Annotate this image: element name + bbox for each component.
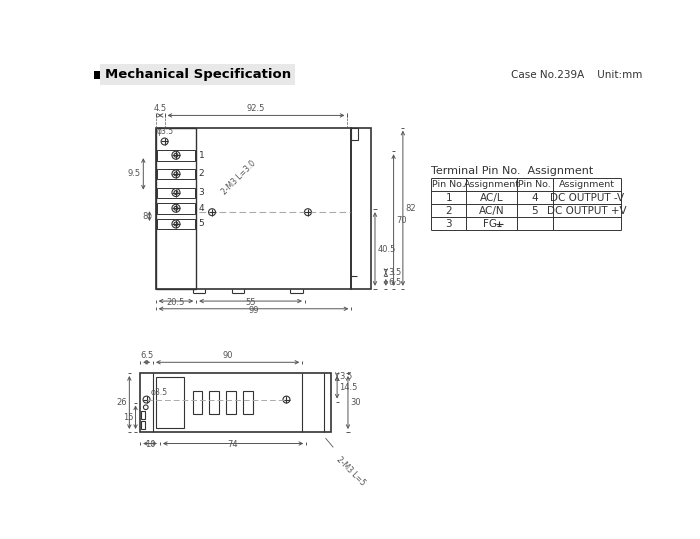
Bar: [155, 128, 196, 289]
Text: 4.5: 4.5: [153, 104, 167, 113]
Text: 9.5: 9.5: [128, 169, 141, 178]
Text: 30: 30: [350, 398, 361, 407]
Text: 3.5: 3.5: [340, 372, 353, 381]
Bar: [157, 169, 195, 179]
Bar: [226, 391, 236, 414]
Text: 2-M3 L=3.0: 2-M3 L=3.0: [220, 159, 258, 197]
Bar: [141, 411, 145, 419]
Text: Case No.239A    Unit:mm: Case No.239A Unit:mm: [512, 70, 643, 80]
Text: AC/N: AC/N: [479, 205, 505, 216]
Text: 26: 26: [116, 398, 127, 407]
Bar: [157, 203, 195, 213]
Text: 10: 10: [145, 440, 155, 450]
Text: Mechanical Specification: Mechanical Specification: [104, 68, 290, 81]
Bar: [193, 391, 202, 414]
Bar: [155, 128, 351, 289]
Text: 3.5: 3.5: [389, 268, 401, 277]
Bar: [94, 71, 102, 79]
Text: Pin No.: Pin No.: [433, 180, 465, 189]
Bar: [351, 128, 358, 140]
Text: 5: 5: [531, 205, 538, 216]
Text: 82: 82: [405, 204, 416, 213]
Text: 90: 90: [223, 351, 233, 360]
Text: 40.5: 40.5: [377, 245, 395, 254]
Text: 6.5: 6.5: [389, 278, 401, 287]
Text: 55: 55: [245, 298, 255, 307]
Text: 99: 99: [248, 306, 259, 315]
Text: 92.5: 92.5: [247, 104, 265, 113]
Bar: [209, 391, 219, 414]
Text: 14.5: 14.5: [340, 383, 358, 392]
Text: 74: 74: [228, 440, 239, 450]
Text: AC/L: AC/L: [480, 192, 503, 203]
Text: 70: 70: [396, 216, 407, 225]
Text: FG: FG: [483, 219, 500, 229]
Text: 6.5: 6.5: [140, 351, 153, 360]
Text: 4: 4: [531, 192, 538, 203]
Bar: [243, 391, 253, 414]
Text: 2: 2: [445, 205, 452, 216]
Text: φ3.5: φ3.5: [157, 127, 174, 136]
Text: 15: 15: [123, 413, 134, 421]
Text: Assignment: Assignment: [559, 180, 615, 189]
Bar: [156, 377, 183, 428]
Text: 1: 1: [445, 192, 452, 203]
Text: 3: 3: [445, 219, 452, 229]
Text: 2: 2: [199, 169, 204, 178]
Text: DC OUTPUT +V: DC OUTPUT +V: [547, 205, 626, 216]
Text: 1: 1: [199, 151, 204, 160]
Bar: [157, 219, 195, 230]
Bar: [351, 128, 371, 289]
Bar: [141, 421, 145, 429]
Text: 2-M3 L=5: 2-M3 L=5: [335, 455, 368, 487]
Text: 4: 4: [199, 204, 204, 213]
Text: 8: 8: [143, 212, 148, 220]
Text: 5: 5: [199, 219, 204, 229]
Text: Pin No.: Pin No.: [518, 180, 551, 189]
Text: Assignment: Assignment: [463, 180, 519, 189]
Bar: [157, 188, 195, 198]
Text: DC OUTPUT -V: DC OUTPUT -V: [550, 192, 624, 203]
Text: 3: 3: [199, 188, 204, 197]
Text: φ3.5: φ3.5: [150, 388, 167, 397]
Text: 20.5: 20.5: [167, 298, 185, 307]
Bar: [157, 150, 195, 161]
Bar: [140, 373, 331, 432]
Text: Terminal Pin No.  Assignment: Terminal Pin No. Assignment: [430, 165, 593, 176]
